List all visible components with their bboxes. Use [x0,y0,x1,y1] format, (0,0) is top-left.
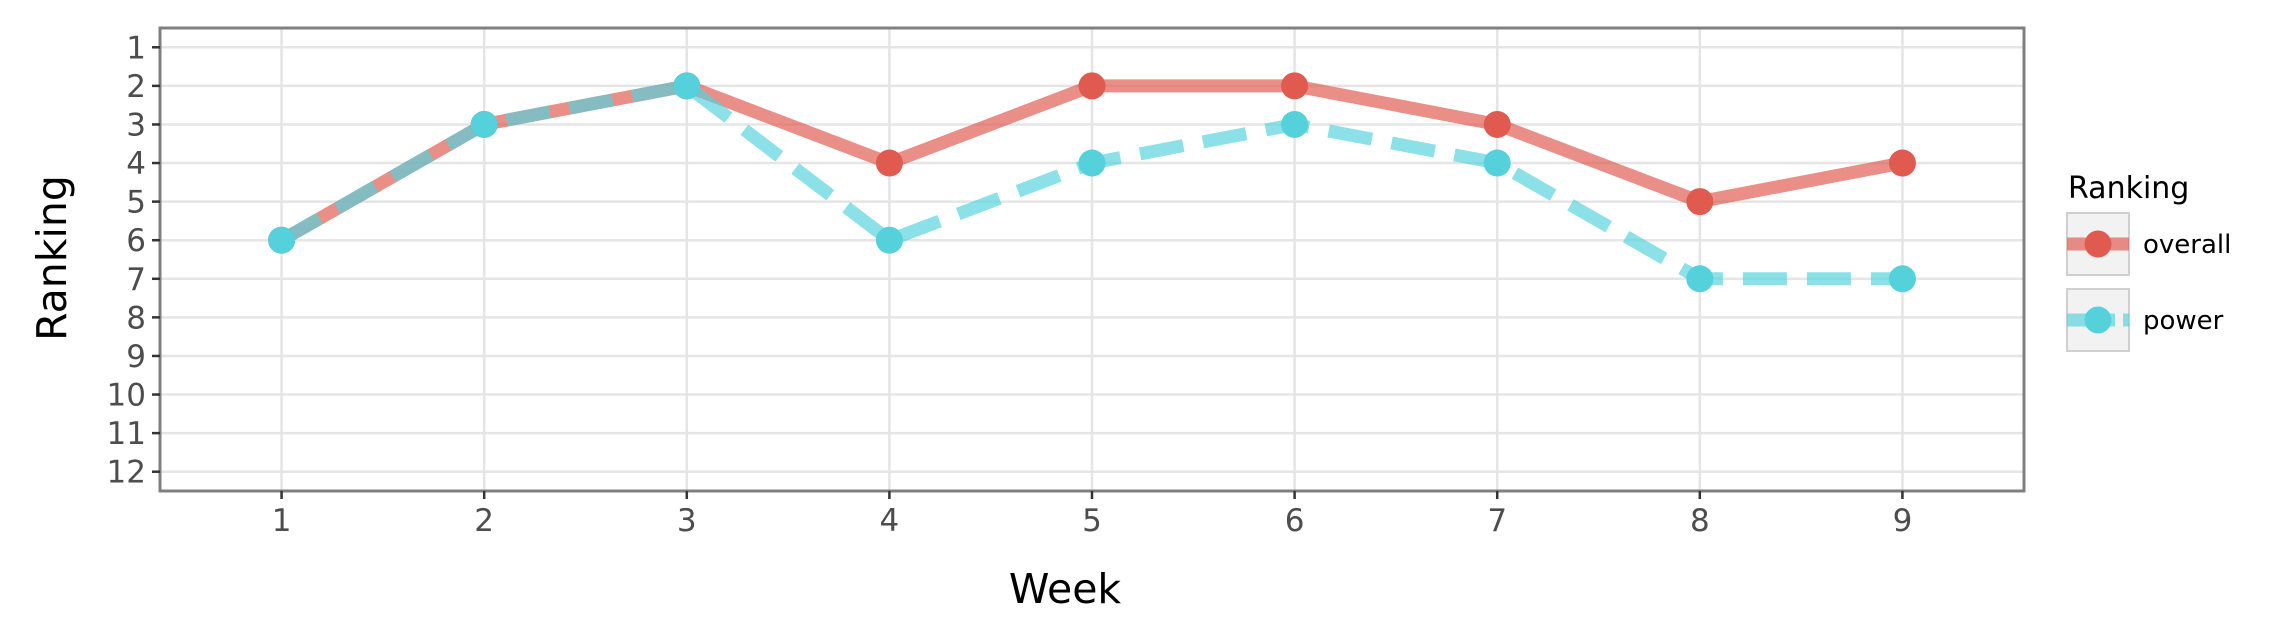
x-tick-label: 8 [1690,503,1710,539]
data-point-power [1483,149,1511,177]
data-point-power [268,226,296,254]
x-tick-label: 6 [1285,503,1305,539]
x-tick-label: 2 [474,503,494,539]
y-tick-label: 6 [126,223,146,259]
y-axis-title: Ranking [28,175,76,341]
x-axis-ticks: 1 2 3 4 5 6 7 8 9 [272,491,1913,539]
data-point-power [1888,265,1916,293]
legend-label-power: power [2143,306,2224,336]
data-point-power [470,110,498,138]
y-tick-label: 12 [107,455,146,491]
data-point-power [673,72,701,100]
y-tick-label: 7 [126,262,146,298]
y-tick-label: 9 [126,339,146,375]
data-point-power [875,226,903,254]
x-tick-label: 3 [677,503,697,539]
data-point-overall [1888,149,1916,177]
x-tick-label: 1 [272,503,292,539]
y-tick-label: 4 [126,146,146,182]
y-tick-label: 5 [126,185,146,221]
x-tick-label: 5 [1082,503,1102,539]
y-tick-label: 2 [126,69,146,105]
data-point-overall [1281,72,1309,100]
legend-title: Ranking [2068,171,2189,206]
legend-label-overall: overall [2143,230,2231,260]
data-point-overall [875,149,903,177]
y-tick-label: 10 [107,378,146,414]
x-tick-label: 4 [880,503,900,539]
data-point-power [1281,110,1309,138]
y-tick-label: 11 [107,416,146,452]
x-axis-title: Week [1009,565,1122,613]
legend: Ranking overall power [2066,171,2231,352]
series-points [268,72,1916,293]
x-tick-label: 7 [1487,503,1507,539]
y-tick-label: 8 [126,300,146,336]
legend-point-power [2084,306,2112,334]
data-point-overall [1686,188,1714,216]
data-point-overall [1078,72,1106,100]
y-tick-label: 3 [126,107,146,143]
data-point-power [1078,149,1106,177]
y-tick-label: 1 [126,30,146,66]
data-point-power [1686,265,1714,293]
data-point-overall [1483,110,1511,138]
legend-point-overall [2084,230,2112,258]
x-tick-label: 9 [1893,503,1913,539]
